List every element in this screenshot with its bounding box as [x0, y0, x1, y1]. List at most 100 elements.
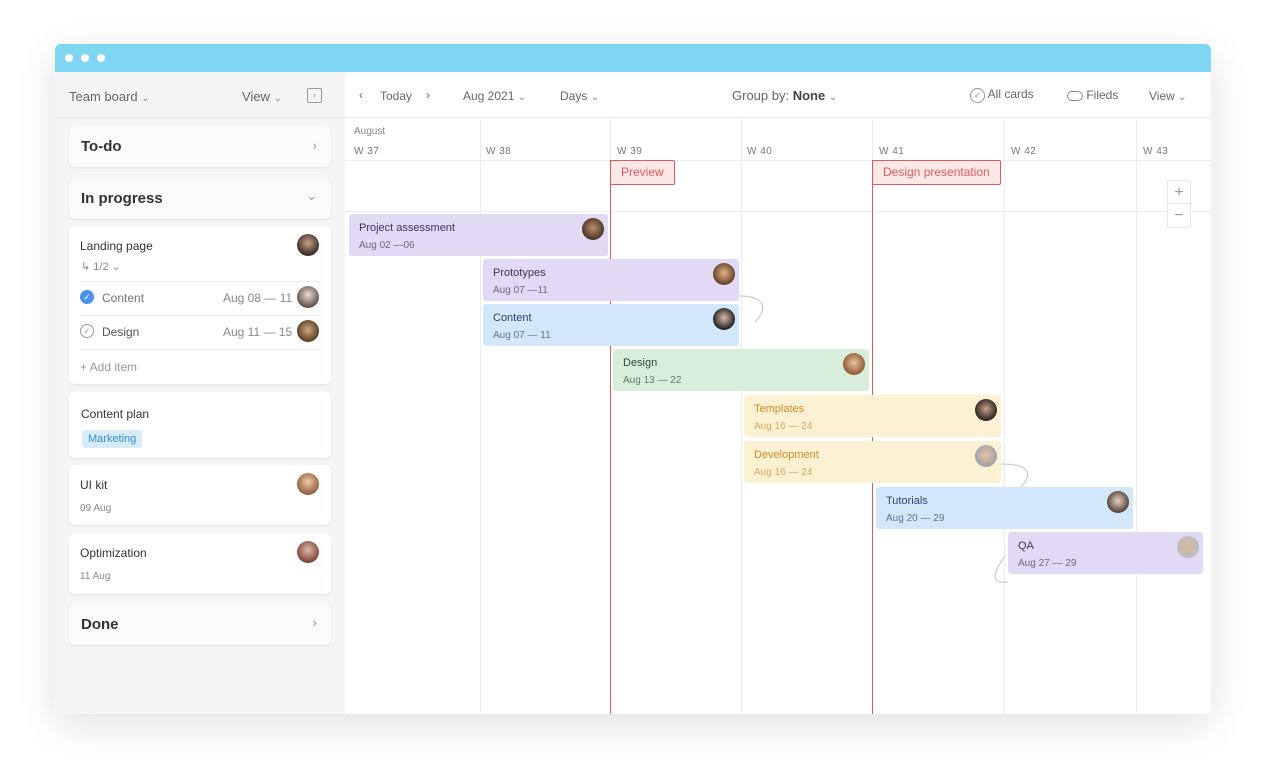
all-cards-button[interactable]: ✓ All cards	[970, 87, 1034, 103]
avatar	[1177, 536, 1199, 558]
card-landing-page[interactable]: Landing page ↳ 1/2 ⌄ ✓ Content Aug 08 — …	[69, 226, 331, 384]
subtask-dates: Aug 08 — 11	[223, 291, 293, 305]
sidebar-view-dropdown[interactable]: View ⌄	[242, 89, 282, 104]
card-title: UI kit	[80, 478, 108, 492]
task-dates: Aug 27 — 29	[1018, 558, 1077, 569]
milestone-line	[610, 160, 611, 714]
task-bar-design[interactable]: Design Aug 13 — 22	[613, 349, 869, 391]
task-name: Development	[754, 449, 819, 461]
week-label: W 43	[1143, 146, 1169, 157]
task-name: Templates	[754, 403, 805, 415]
task-name: Prototypes	[493, 267, 546, 279]
board-name: Team board	[69, 89, 138, 104]
app-window: Team board ⌄ View ⌄ › To-do › In progres…	[55, 44, 1211, 714]
month-header: August	[354, 126, 386, 137]
subtask-count: 1/2	[93, 261, 109, 273]
chevron-down-icon: ⌄	[828, 92, 838, 103]
fields-button[interactable]: Fileds	[1067, 88, 1118, 102]
scale-label: Days	[560, 89, 588, 103]
section-done[interactable]: Done ›	[69, 602, 331, 645]
milestone-design-presentation[interactable]: Design presentation	[872, 160, 1001, 185]
task-name: QA	[1018, 540, 1034, 552]
chevron-right-icon: ›	[312, 138, 317, 153]
group-by-dropdown[interactable]: Group by: None ⌄	[732, 88, 837, 103]
avatar	[1107, 491, 1129, 513]
avatar	[297, 234, 319, 256]
zoom-out-button[interactable]: −	[1174, 207, 1184, 224]
dependency-link	[1000, 463, 1029, 488]
task-dates: Aug 13 — 22	[623, 375, 682, 386]
avatar	[843, 353, 865, 375]
chevron-down-icon: ⌄	[1178, 92, 1187, 103]
check-circle-icon: ✓	[970, 88, 985, 103]
task-dates: Aug 07 — 11	[493, 330, 551, 341]
subtask-label: Content	[102, 291, 145, 305]
chevron-down-icon: ⌄	[517, 92, 527, 103]
milestone-preview[interactable]: Preview	[610, 160, 675, 185]
board-selector[interactable]: Team board ⌄	[69, 89, 150, 104]
task-dates: Aug 20 — 29	[886, 513, 945, 524]
tag-marketing[interactable]: Marketing	[82, 430, 143, 448]
avatar	[713, 308, 735, 330]
week-label: W 38	[486, 146, 512, 157]
zoom-in-button[interactable]: +	[1168, 181, 1190, 204]
fields-label: Fileds	[1086, 88, 1119, 102]
sidebar: Team board ⌄ View ⌄ › To-do › In progres…	[55, 72, 345, 714]
card-title: Content plan	[81, 407, 150, 421]
task-bar-qa[interactable]: QA Aug 27 — 29	[1008, 532, 1203, 574]
view-label: View	[242, 89, 270, 104]
chevron-down-icon: ⌄	[273, 93, 282, 104]
today-button[interactable]: Today	[380, 89, 413, 103]
collapse-panel-icon[interactable]: ›	[307, 88, 322, 103]
chevron-down-icon: ⌄	[306, 188, 317, 203]
sidebar-header: Team board ⌄ View ⌄ ›	[55, 72, 345, 118]
task-bar-project-assessment[interactable]: Project assessment Aug 02 —06	[349, 214, 608, 256]
card-optimization[interactable]: Optimization 11 Aug	[69, 533, 331, 594]
next-button[interactable]: ›	[426, 88, 430, 102]
prev-button[interactable]: ‹	[359, 88, 363, 102]
avatar	[975, 445, 997, 467]
milestone-line	[872, 160, 873, 714]
timeline-panel: ‹ Today › Aug 2021 ⌄ Days ⌄ Group by: No…	[345, 72, 1211, 714]
task-dates: Aug 02 —06	[359, 240, 415, 251]
add-item-button[interactable]: + Add item	[80, 360, 138, 374]
week-label: W 42	[1011, 146, 1037, 157]
zoom-controls: + −	[1167, 180, 1191, 228]
section-title: To-do	[81, 138, 122, 155]
scale-dropdown[interactable]: Days ⌄	[560, 89, 599, 103]
avatar	[297, 320, 319, 342]
week-label: W 37	[354, 146, 380, 157]
window-dot-maximize[interactable]	[97, 54, 105, 62]
section-in-progress[interactable]: In progress ⌄	[69, 178, 331, 219]
week-label: W 40	[747, 146, 773, 157]
timeline-toolbar: ‹ Today › Aug 2021 ⌄ Days ⌄ Group by: No…	[345, 72, 1211, 118]
dependency-link	[994, 555, 1009, 583]
task-bar-content[interactable]: Content Aug 07 — 11	[483, 304, 739, 346]
task-bar-development[interactable]: Development Aug 16 — 24	[744, 441, 1001, 483]
avatar	[975, 399, 997, 421]
checked-icon[interactable]: ✓	[80, 290, 94, 304]
card-date: 09 Aug	[80, 503, 112, 514]
avatar	[582, 218, 604, 240]
card-content-plan[interactable]: Content plan Marketing	[69, 392, 331, 458]
avatar	[713, 263, 735, 285]
task-bar-prototypes[interactable]: Prototypes Aug 07 —11	[483, 259, 739, 301]
month-dropdown[interactable]: Aug 2021 ⌄	[463, 89, 526, 103]
avatar	[297, 541, 319, 563]
title-bar	[55, 44, 1211, 72]
section-todo[interactable]: To-do ›	[69, 126, 331, 167]
unchecked-icon[interactable]: ✓	[80, 324, 94, 338]
task-bar-templates[interactable]: Templates Aug 16 — 24	[744, 395, 1001, 437]
view-dropdown[interactable]: View ⌄	[1149, 89, 1187, 103]
card-ui-kit[interactable]: UI kit 09 Aug	[69, 465, 331, 525]
subtask-counter[interactable]: ↳ 1/2 ⌄	[81, 261, 121, 273]
chevron-down-icon: ⌄	[141, 93, 150, 104]
avatar	[297, 286, 319, 308]
window-dot-minimize[interactable]	[81, 54, 89, 62]
window-dot-close[interactable]	[65, 54, 73, 62]
task-bar-tutorials[interactable]: Tutorials Aug 20 — 29	[876, 487, 1133, 529]
subtask-dates: Aug 11 — 15	[223, 325, 293, 339]
subtask-label: Design	[102, 325, 140, 339]
group-by-value: None	[792, 88, 826, 103]
avatar	[297, 473, 319, 495]
